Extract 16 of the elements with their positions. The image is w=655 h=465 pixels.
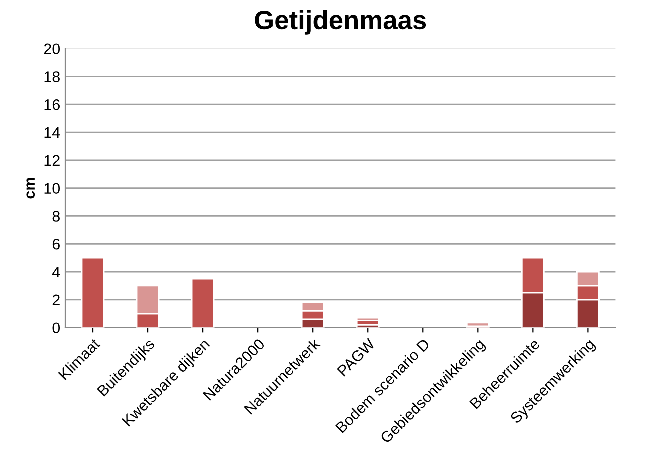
y-tick-label: 12: [44, 155, 60, 166]
y-tick-label: 8: [52, 211, 60, 222]
y-tick-label: 16: [44, 99, 60, 110]
y-tick-label: 14: [44, 128, 60, 138]
bar: [81, 257, 105, 328]
y-tick-label: 10: [44, 183, 60, 194]
y-tick-label: 2: [52, 294, 60, 306]
bar: [191, 278, 215, 328]
y-tick-label: 18: [44, 72, 60, 82]
y-tick-label: 20: [44, 44, 60, 55]
bar: [356, 317, 380, 322]
y-tick-label: 0: [52, 322, 60, 334]
y-axis-title: cm: [26, 178, 36, 199]
chart-title: Getijdenmaas: [255, 10, 426, 35]
y-tick-label: 4: [52, 267, 60, 278]
y-tick-label: 6: [52, 238, 60, 250]
